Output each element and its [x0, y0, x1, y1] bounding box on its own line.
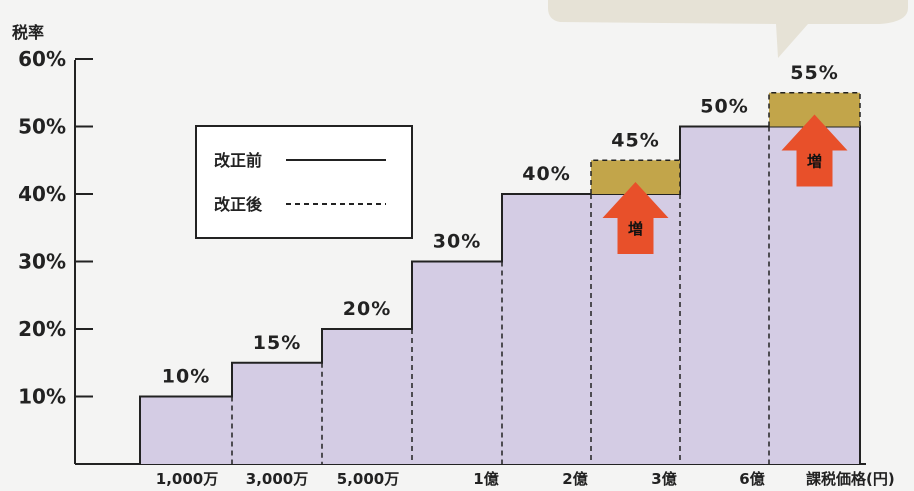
value-label: 30% [433, 231, 481, 253]
before-step-outline [139, 125, 861, 464]
y-tick-label: 40% [18, 182, 66, 206]
increase-arrow [602, 182, 669, 254]
value-label: 10% [162, 366, 210, 388]
value-label: 55% [790, 62, 838, 84]
value-label: 40% [522, 163, 570, 185]
y-tick-label: 60% [18, 47, 66, 71]
x-tick-label: 3,000万 [246, 470, 308, 488]
x-tick-label: 3億 [651, 470, 676, 488]
bar [232, 362, 322, 464]
increase-label: 増 [628, 220, 643, 238]
x-tick-label: 2億 [562, 470, 587, 488]
value-label: 20% [343, 298, 391, 320]
value-label: 15% [253, 332, 301, 354]
bar [140, 396, 232, 464]
y-tick-label: 20% [18, 317, 66, 341]
chart-title: 税率 [12, 23, 44, 42]
x-tick-label: 1,000万 [156, 470, 218, 488]
bar [412, 261, 502, 464]
x-ticks-layer: 1,000万 3,000万 5,000万 1億 2億 3億 6億 [156, 470, 765, 488]
y-tick-label: 10% [18, 385, 66, 409]
value-label: 50% [700, 96, 748, 118]
value-label: 45% [611, 129, 659, 151]
increase-layer [590, 92, 861, 194]
bar [502, 194, 591, 464]
y-tick-label: 50% [18, 115, 66, 139]
speech-bubble-callout [548, 0, 908, 58]
x-axis-label: 課税価格(円) [806, 470, 895, 488]
bar [680, 126, 769, 464]
legend: 改正前 改正後 [195, 125, 413, 239]
x-tick-label: 5,000万 [337, 470, 399, 488]
y-axis: 60% 50% 40% 30% 20% 10% [18, 47, 866, 465]
y-tick-label: 30% [18, 250, 66, 274]
x-tick-label: 6億 [739, 470, 764, 488]
value-labels-layer: 10% 15% 20% 30% 40% 45% 50% 55% [162, 62, 838, 388]
bars-layer [139, 125, 861, 464]
legend-label-before: 改正前 [214, 151, 262, 170]
increase-arrows-layer: 増増 [602, 114, 848, 254]
bar [322, 329, 412, 464]
after-increase-outline [590, 159, 681, 194]
x-tick-label: 1億 [473, 470, 498, 488]
increase-arrow [781, 114, 848, 187]
legend-label-after: 改正後 [214, 195, 263, 214]
increase-label: 増 [807, 153, 822, 171]
legend-box [195, 125, 413, 239]
